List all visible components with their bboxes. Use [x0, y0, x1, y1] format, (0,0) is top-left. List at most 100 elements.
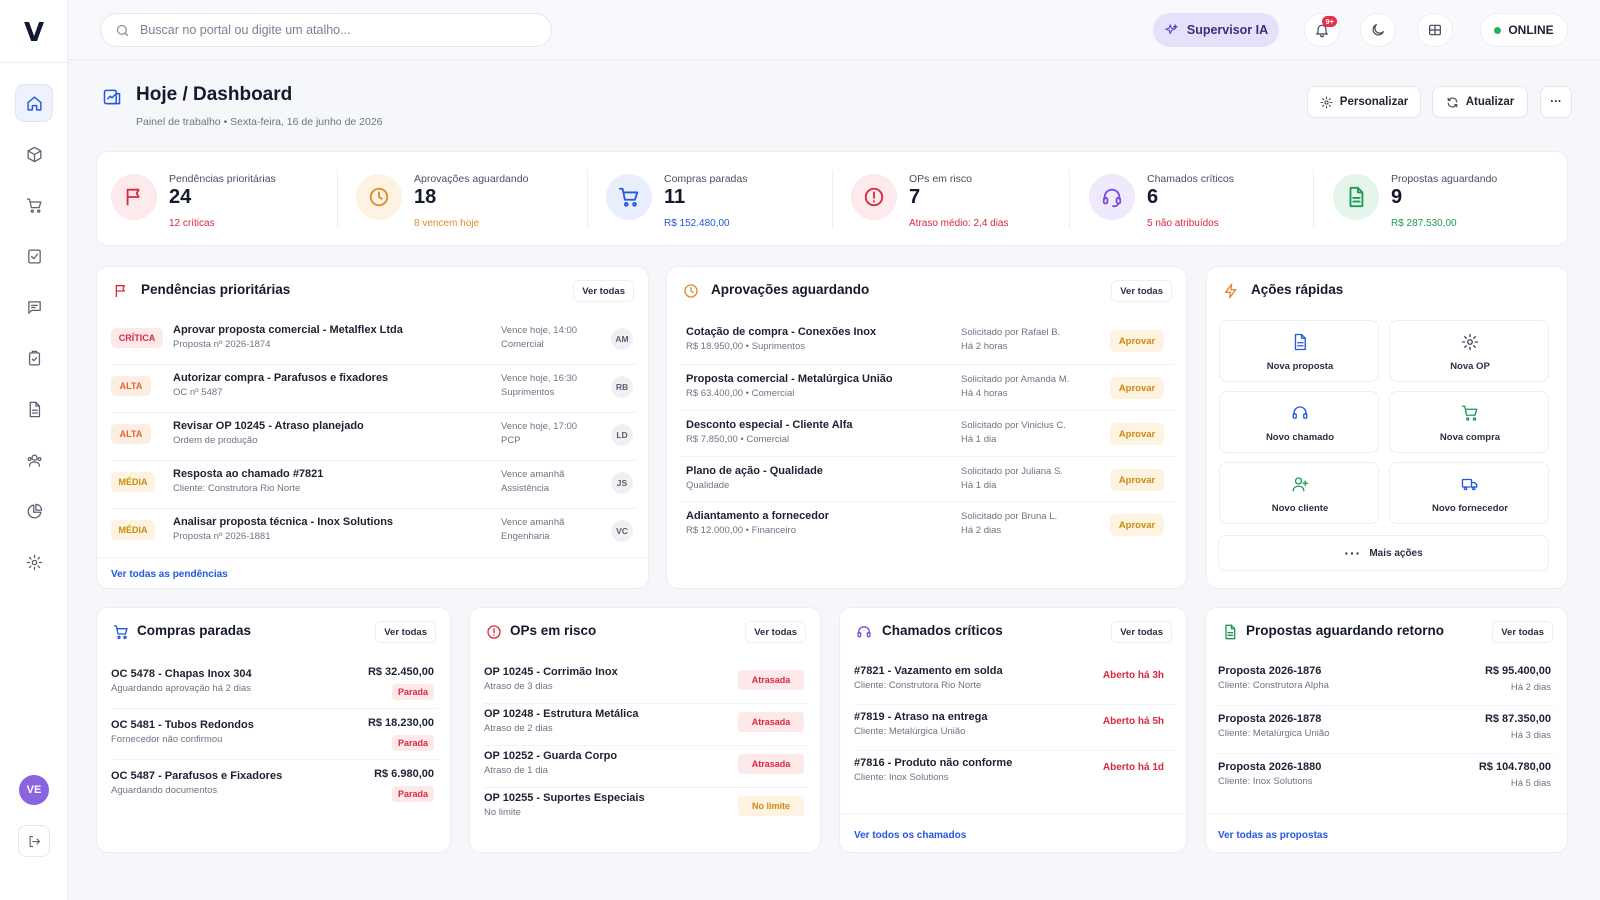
- see-all-button[interactable]: Ver todas: [1111, 621, 1172, 643]
- approve-button[interactable]: Aprovar: [1110, 330, 1164, 352]
- list-item[interactable]: OC 5481 - Tubos Redondos Fornecedor não …: [111, 719, 254, 745]
- list-item[interactable]: Aprovar proposta comercial - Metalflex L…: [173, 324, 403, 350]
- see-all-button[interactable]: Ver todas: [1111, 280, 1172, 302]
- kpi-propostas[interactable]: Propostas aguardando 9 R$ 287.530,00: [1319, 152, 1564, 247]
- sidebar-item-purchases[interactable]: [15, 186, 53, 224]
- item-title: OC 5481 - Tubos Redondos: [111, 719, 254, 731]
- kpi-chamados[interactable]: Chamados críticos 6 5 não atribuídos: [1075, 152, 1315, 247]
- sparkles-icon: [1165, 23, 1178, 34]
- see-all-pendencias-link[interactable]: Ver todas as pendências: [111, 569, 228, 580]
- quick-action-nova-op[interactable]: Nova OP: [1389, 320, 1549, 382]
- item-title: #7816 - Produto não conforme: [854, 757, 1013, 769]
- list-item[interactable]: Proposta 2026-1880 Cliente: Inox Solutio…: [1218, 761, 1321, 787]
- sidebar-item-approvals[interactable]: [15, 237, 53, 275]
- search-bar[interactable]: [100, 13, 552, 47]
- approve-button[interactable]: Aprovar: [1110, 377, 1164, 399]
- row-divider: [854, 704, 1174, 705]
- sidebar-item-settings[interactable]: [15, 543, 53, 581]
- list-item[interactable]: Resposta ao chamado #7821 Cliente: Const…: [173, 468, 323, 494]
- kpi-compras[interactable]: Compras paradas 11 R$ 152.480,00: [592, 152, 832, 247]
- item-subtitle: Fornecedor não confirmou: [111, 734, 223, 745]
- sidebar-item-documents[interactable]: [15, 390, 53, 428]
- search-input[interactable]: [140, 23, 520, 37]
- kpi-pendencias[interactable]: Pendências prioritárias 24 12 críticas: [97, 152, 337, 247]
- kpi-value: 11: [664, 186, 686, 208]
- list-item[interactable]: #7819 - Atraso na entrega Cliente: Metal…: [854, 711, 987, 737]
- see-all-button[interactable]: Ver todas: [1492, 621, 1553, 643]
- users-icon: [26, 454, 42, 467]
- quick-action-novo-chamado[interactable]: Novo chamado: [1219, 391, 1379, 453]
- more-options-button[interactable]: ···: [1540, 86, 1572, 118]
- list-item[interactable]: Proposta 2026-1878 Cliente: Metalúrgica …: [1218, 713, 1329, 739]
- user-avatar[interactable]: VE: [19, 775, 49, 805]
- list-item[interactable]: Plano de ação - Qualidade Qualidade: [686, 465, 823, 491]
- sidebar-item-products[interactable]: [15, 135, 53, 173]
- see-all-propostas-link[interactable]: Ver todas as propostas: [1218, 830, 1329, 841]
- kpi-divider: [587, 170, 588, 228]
- settings-icon: [26, 554, 42, 570]
- see-all-button[interactable]: Ver todas: [745, 621, 806, 643]
- apps-button[interactable]: [1417, 13, 1453, 47]
- theme-toggle-button[interactable]: [1360, 13, 1396, 47]
- item-subtitle: Cliente: Metalúrgica União: [1218, 728, 1330, 739]
- list-item[interactable]: OC 5487 - Parafusos e Fixadores Aguardan…: [111, 770, 282, 796]
- settings-icon: [1461, 333, 1479, 351]
- quick-action-label: Nova proposta: [1266, 361, 1334, 372]
- row-divider: [484, 703, 808, 704]
- more-icon: ···: [1550, 96, 1562, 108]
- list-item[interactable]: Desconto especial - Cliente Alfa R$ 7.85…: [686, 419, 852, 445]
- approve-button[interactable]: Aprovar: [1110, 469, 1164, 491]
- supervisor-ai-button[interactable]: Supervisor IA: [1153, 13, 1279, 47]
- list-item[interactable]: Revisar OP 10245 - Atraso planejado Orde…: [173, 420, 364, 446]
- see-all-chamados-link[interactable]: Ver todos os chamados: [854, 830, 967, 841]
- list-item[interactable]: Adiantamento a fornecedor R$ 12.000,00 •…: [686, 510, 829, 536]
- customize-button[interactable]: Personalizar: [1307, 86, 1421, 118]
- kpi-divider: [832, 170, 833, 228]
- approve-button[interactable]: Aprovar: [1110, 423, 1164, 445]
- list-item[interactable]: Autorizar compra - Parafusos e fixadores…: [173, 372, 388, 398]
- list-item[interactable]: Proposta 2026-1876 Cliente: Construtora …: [1218, 665, 1329, 691]
- refresh-label: Atualizar: [1465, 96, 1515, 108]
- list-item[interactable]: OC 5478 - Chapas Inox 304 Aguardando apr…: [111, 668, 252, 694]
- list-item[interactable]: OP 10252 - Guarda Corpo Atraso de 1 dia: [484, 750, 617, 776]
- more-actions-button[interactable]: ··· Mais ações: [1218, 535, 1549, 571]
- sidebar-item-tasks[interactable]: [15, 339, 53, 377]
- clock-icon: [684, 284, 698, 298]
- logout-button[interactable]: [18, 825, 50, 857]
- sidebar-item-team[interactable]: [15, 441, 53, 479]
- list-item[interactable]: Proposta comercial - Metalúrgica União R…: [686, 373, 893, 399]
- list-item[interactable]: OP 10255 - Suportes Especiais No limite: [484, 792, 645, 818]
- list-item[interactable]: OP 10245 - Corrimão Inox Atraso de 3 dia…: [484, 666, 618, 692]
- pie-chart-icon: [27, 503, 42, 518]
- quick-action-nova-compra[interactable]: Nova compra: [1389, 391, 1549, 453]
- see-all-button[interactable]: Ver todas: [573, 280, 634, 302]
- see-all-button[interactable]: Ver todas: [375, 621, 436, 643]
- notifications-button[interactable]: 9+: [1304, 13, 1340, 47]
- list-item[interactable]: #7816 - Produto não conforme Cliente: In…: [854, 757, 1012, 783]
- age-label: Aberto há 1d: [1102, 762, 1164, 773]
- online-status[interactable]: ONLINE: [1480, 13, 1568, 47]
- sidebar-item-reports[interactable]: [15, 492, 53, 530]
- app-logo[interactable]: V: [23, 18, 45, 48]
- quick-action-novo-fornecedor[interactable]: Novo fornecedor: [1389, 462, 1549, 524]
- list-item[interactable]: OP 10248 - Estrutura Metálica Atraso de …: [484, 708, 638, 734]
- approve-button[interactable]: Aprovar: [1110, 514, 1164, 536]
- item-title: #7821 - Vazamento em solda: [854, 665, 1003, 677]
- kpi-aprovacoes[interactable]: Aprovações aguardando 18 8 vencem hoje: [342, 152, 582, 247]
- settings-icon: [1320, 96, 1333, 108]
- cart-icon: [606, 174, 652, 220]
- row-divider: [681, 364, 1174, 365]
- refresh-button[interactable]: Atualizar: [1432, 86, 1528, 118]
- sidebar-item-messages[interactable]: [15, 288, 53, 326]
- list-item[interactable]: #7821 - Vazamento em solda Cliente: Cons…: [854, 665, 1003, 691]
- sidebar: V VE: [0, 0, 68, 900]
- kpi-divider: [337, 170, 338, 228]
- quick-action-nova-proposta[interactable]: Nova proposta: [1219, 320, 1379, 382]
- kpi-ops[interactable]: OPs em risco 7 Atraso médio: 2,4 dias: [837, 152, 1077, 247]
- list-item[interactable]: Analisar proposta técnica - Inox Solutio…: [173, 516, 393, 542]
- row-divider: [111, 708, 438, 709]
- sidebar-item-home[interactable]: [15, 84, 53, 122]
- item-subtitle: Atraso de 2 dias: [484, 723, 553, 734]
- list-item[interactable]: Cotação de compra - Conexões Inox R$ 18.…: [686, 326, 876, 352]
- quick-action-novo-cliente[interactable]: Novo cliente: [1219, 462, 1379, 524]
